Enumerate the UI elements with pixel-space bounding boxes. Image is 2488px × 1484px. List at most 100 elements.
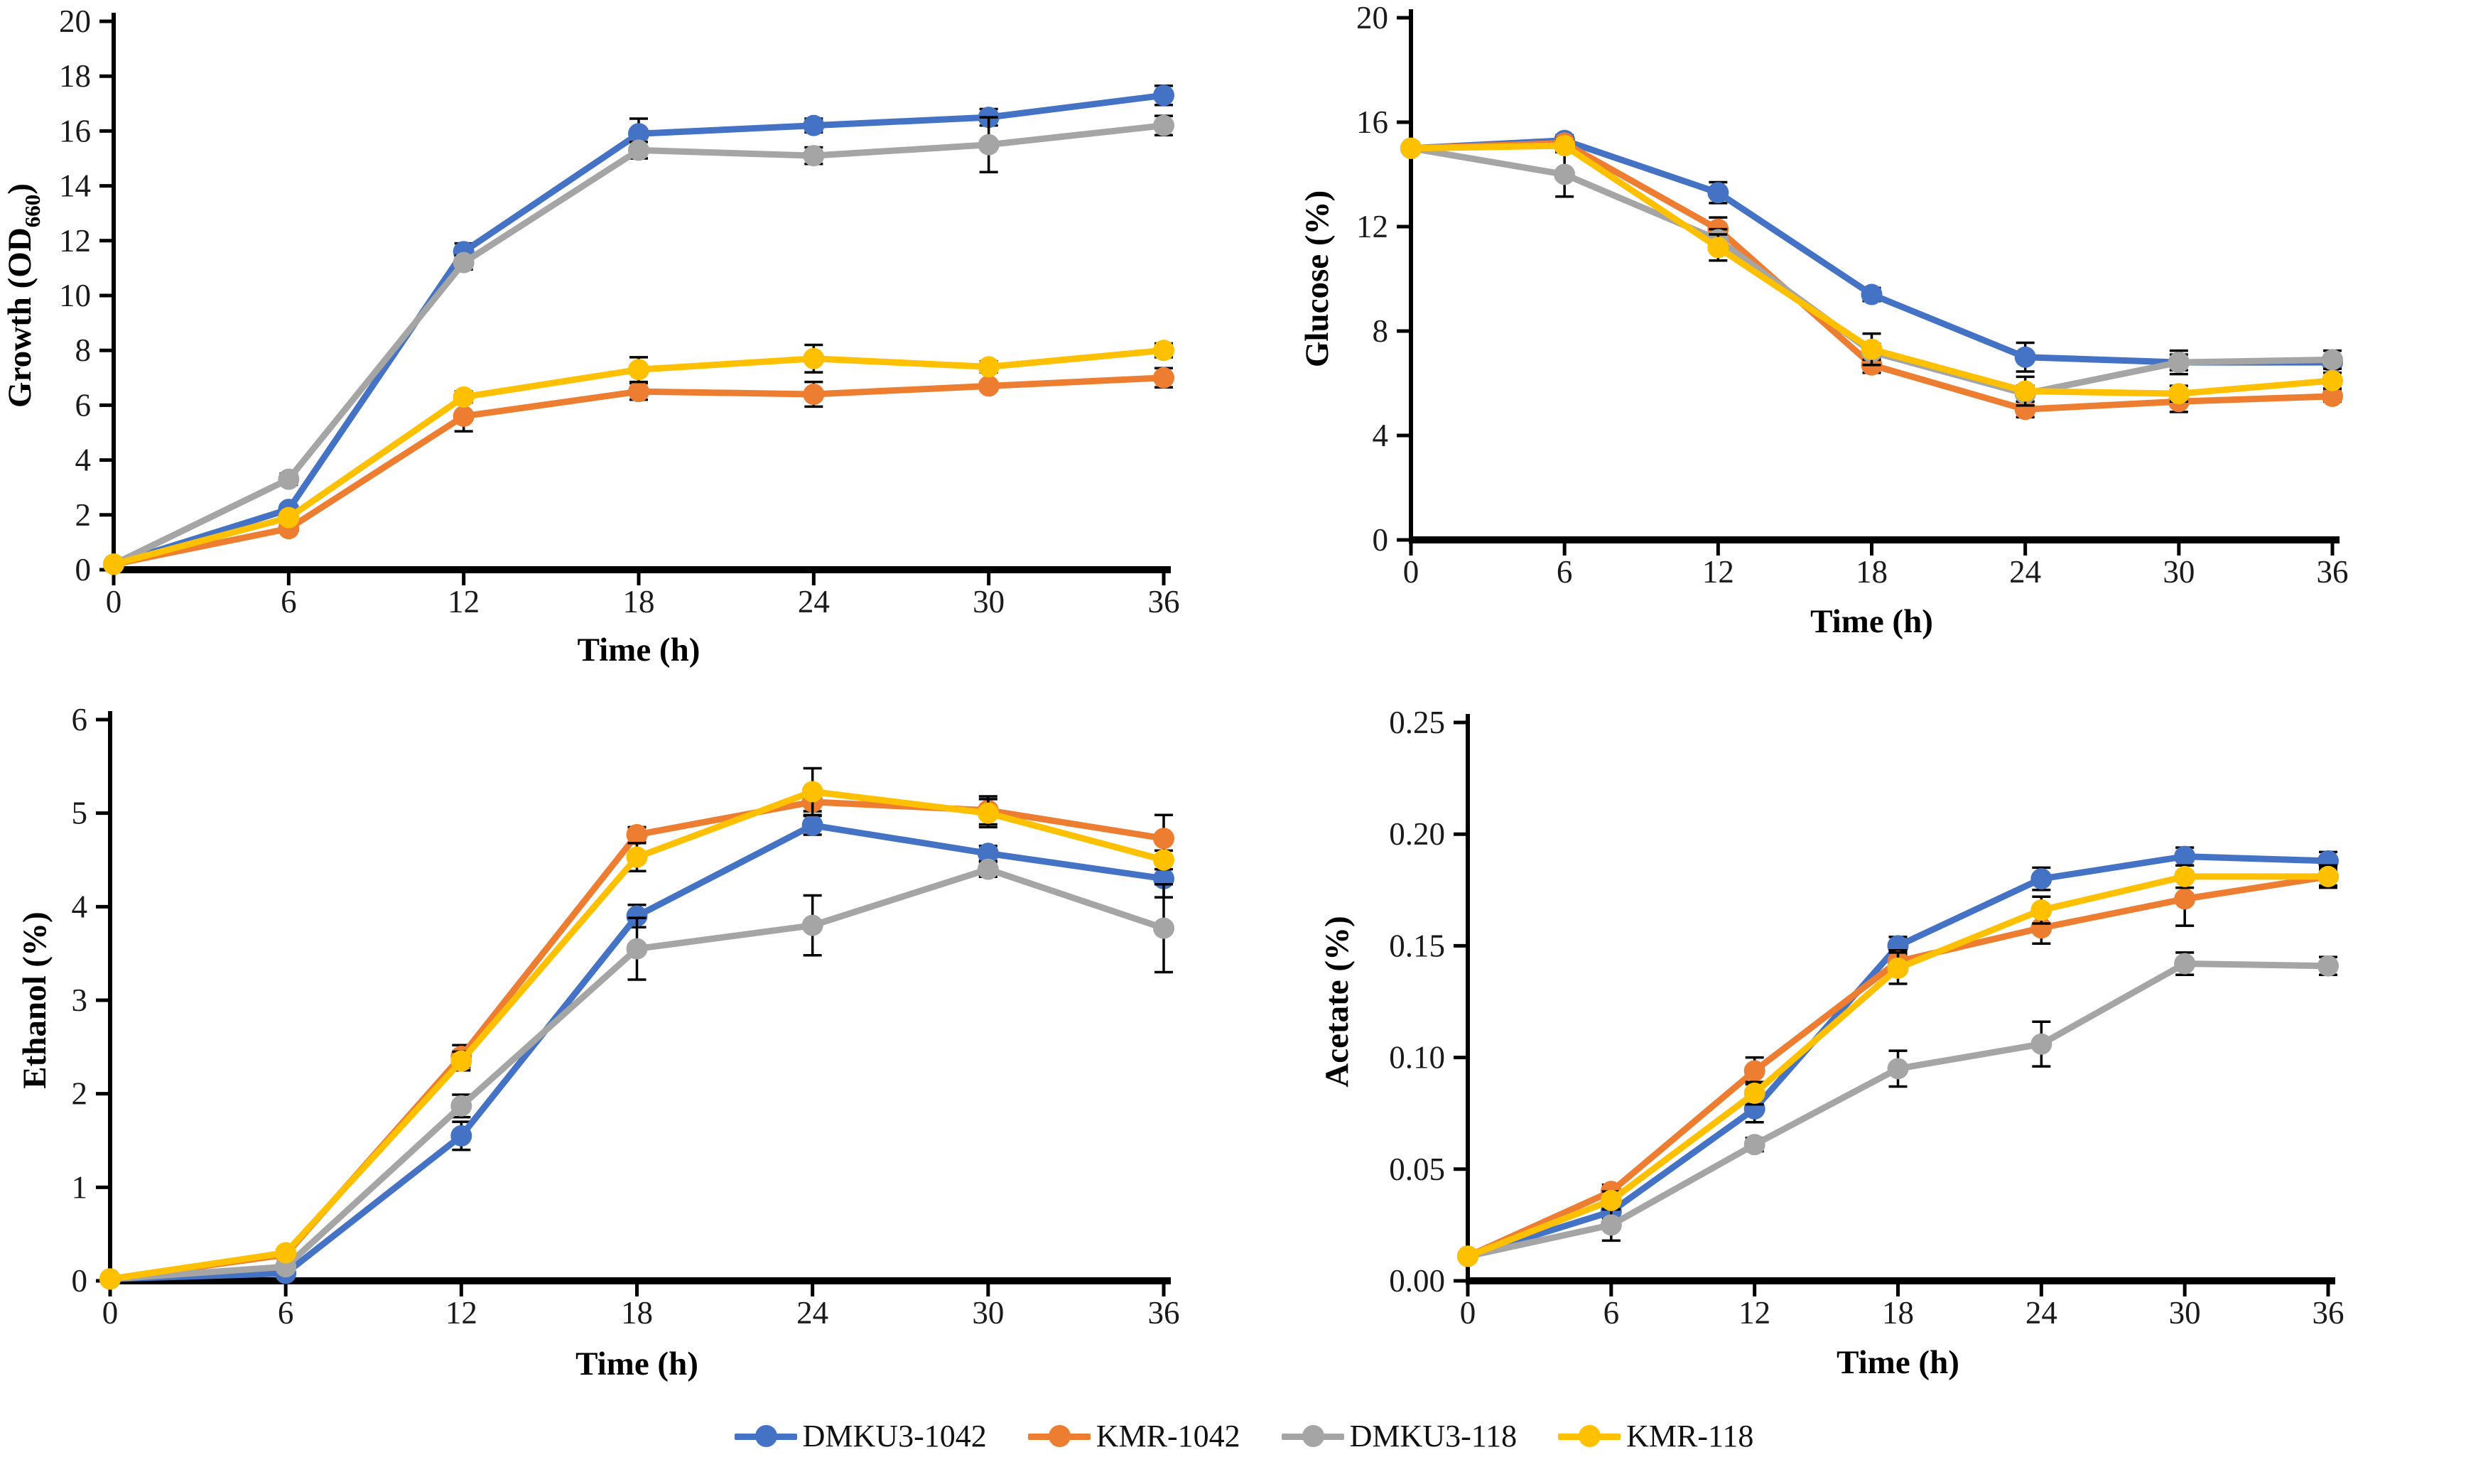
ethanol-series-DMKU3-118: [99, 858, 1174, 1290]
chart-grid: 0 2 4 6 8 10 12 14 16 18 20 0 6 12 18 24 30 36 Time (h) Gro…: [0, 0, 2488, 1414]
y-tick-label: 0.15: [1389, 928, 1445, 963]
data-point-marker: [2168, 352, 2190, 374]
y-tick-label: 2: [72, 1076, 88, 1112]
data-point-marker: [1554, 163, 1576, 185]
data-point-marker: [1153, 85, 1174, 107]
data-point-marker: [977, 858, 999, 880]
series-line: [110, 374, 1167, 568]
y-tick-label: 16: [1356, 104, 1388, 140]
y-tick-label: 18: [59, 58, 91, 94]
data-point-marker: [978, 134, 1000, 156]
x-tick-label: 18: [1882, 1295, 1914, 1331]
growth-chart-panel: 0 2 4 6 8 10 12 14 16 18 20 0 6 12 18 24 30 36 Time (h) Gro…: [0, 0, 1244, 700]
ethanol-series-KMR-118: [99, 767, 1174, 1290]
legend: DMKU3-1042 KMR-1042 DMKU3-118 KMR-118: [0, 1401, 2488, 1471]
y-tick-label: 8: [1373, 313, 1389, 349]
data-point-marker: [1743, 1134, 1765, 1156]
y-tick-label: 5: [72, 796, 88, 831]
data-point-marker: [1743, 1060, 1765, 1082]
x-tick-label: 0: [102, 1295, 119, 1331]
data-point-marker: [1600, 1189, 1622, 1211]
ethanol-series-DMKU3-1042: [99, 814, 1174, 1290]
x-tick-label: 24: [2025, 1295, 2057, 1331]
data-point-marker: [803, 347, 825, 369]
y-tick-label: 4: [75, 443, 92, 478]
legend-circle: [1048, 1424, 1071, 1447]
x-axis-title: Time (h): [1837, 1344, 1959, 1381]
data-point-marker: [1153, 367, 1174, 389]
line-circle-marker-icon: [1281, 1424, 1344, 1448]
x-tick-label: 12: [1738, 1295, 1770, 1331]
data-point-marker: [1153, 828, 1174, 850]
y-tick-label: 0.00: [1389, 1263, 1445, 1299]
y-tick-label: 2: [75, 497, 92, 533]
acetate-chart-panel: 0.00 0.05 0.10 0.15 0.20 0.25 0 6 12 18 24 30 36 Time…: [1244, 700, 2488, 1414]
data-point-marker: [977, 802, 999, 824]
legend-label: DMKU3-1042: [802, 1419, 987, 1453]
x-tick-label: 0: [106, 584, 122, 619]
data-point-marker: [1861, 283, 1883, 305]
data-point-marker: [278, 507, 300, 529]
glucose-chart-panel: 0 4 8 12 16 20 0 6 12 18 24 30 36 Time (h) Glucose (%): [1244, 0, 2488, 700]
data-point-marker: [2317, 865, 2339, 887]
x-tick-label: 12: [445, 1295, 477, 1331]
x-tick-label: 24: [796, 1295, 828, 1331]
y-tick-label: 0: [75, 552, 92, 587]
y-axis-title: Growth (OD660): [1, 183, 45, 408]
data-point-marker: [1153, 917, 1174, 939]
series-line: [110, 92, 1167, 568]
data-point-marker: [1554, 135, 1576, 157]
glucose-chart: 0 4 8 12 16 20 0 6 12 18 24 30 36 Time (h) Glucose (%): [1299, 0, 2349, 640]
data-point-marker: [1153, 340, 1174, 362]
x-axis-title: Time (h): [578, 632, 701, 668]
legend-item-kmr-118: KMR-118: [1558, 1418, 1753, 1454]
data-point-marker: [450, 1125, 472, 1147]
y-tick-label: 12: [1356, 209, 1388, 244]
y-tick-label: 16: [59, 113, 91, 148]
legend-label: KMR-118: [1626, 1419, 1754, 1453]
data-point-marker: [801, 781, 823, 803]
x-tick-label: 18: [1856, 554, 1888, 590]
data-point-marker: [978, 375, 1000, 397]
data-point-marker: [978, 356, 1000, 378]
y-tick-label: 0: [1373, 522, 1389, 558]
data-point-marker: [453, 251, 475, 273]
legend-circle: [754, 1424, 777, 1447]
series-line: [1464, 960, 2332, 1260]
growth-series-KMR-1042: [103, 367, 1174, 575]
data-point-marker: [453, 386, 475, 408]
x-tick-label: 0: [1460, 1295, 1476, 1331]
y-tick-label: 4: [1373, 418, 1389, 453]
y-tick-label: 6: [75, 387, 92, 423]
data-point-marker: [628, 139, 649, 161]
acetate-axes: 0.00 0.05 0.10 0.15 0.20 0.25 0 6 12 18 24 30 36 Time…: [1319, 705, 2344, 1381]
x-tick-label: 6: [281, 584, 297, 619]
y-tick-label: 6: [72, 702, 88, 737]
x-tick-label: 12: [1702, 554, 1734, 590]
y-axis-title: Glucose (%): [1299, 190, 1336, 367]
x-tick-label: 0: [1403, 554, 1419, 590]
data-point-marker: [1153, 849, 1174, 871]
data-point-marker: [2317, 955, 2339, 977]
x-tick-label: 36: [2317, 554, 2349, 590]
data-point-marker: [1887, 957, 1909, 979]
y-tick-label: 20: [1356, 0, 1388, 36]
y-tick-label: 0.10: [1389, 1040, 1445, 1076]
legend-item-kmr-1042: KMR-1042: [1027, 1418, 1240, 1454]
data-point-marker: [2168, 383, 2190, 405]
x-tick-label: 24: [798, 584, 830, 619]
data-point-marker: [450, 1095, 472, 1117]
data-point-marker: [450, 1050, 472, 1072]
series-line: [110, 122, 1167, 568]
data-point-marker: [626, 938, 648, 960]
data-point-marker: [801, 914, 823, 936]
y-tick-label: 0: [72, 1263, 88, 1299]
y-tick-label: 0.20: [1389, 816, 1445, 852]
data-point-marker: [626, 823, 648, 845]
data-point-marker: [2174, 888, 2196, 910]
x-axis-title: Time (h): [1810, 603, 1933, 640]
legend-label: KMR-1042: [1096, 1419, 1240, 1453]
